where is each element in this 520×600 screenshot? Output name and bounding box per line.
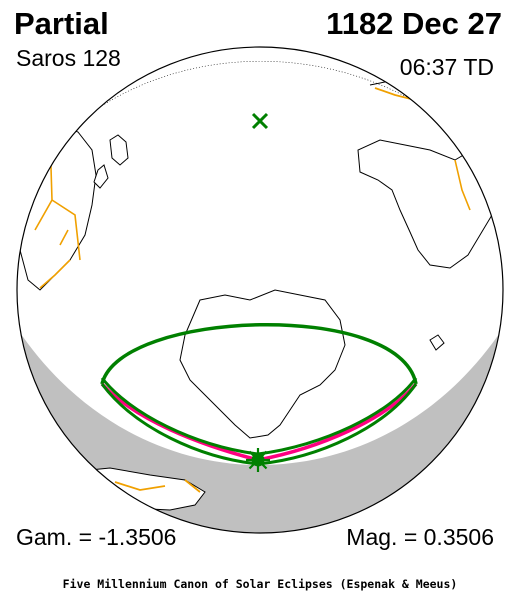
gamma-label: Gam. = -1.3506 [16, 524, 177, 550]
time-label: 06:37 TD [399, 54, 494, 80]
eclipse-max-curve-east [257, 382, 418, 462]
eclipse-date-title: 1182 Dec 27 [326, 6, 502, 41]
x-marker-icon [251, 112, 269, 130]
borders-africa [114, 479, 201, 493]
island-south-shetland [429, 334, 445, 351]
eclipse-type-title: Partial [14, 6, 109, 41]
sun-star-icon [246, 448, 270, 472]
landmass-new-zealand [109, 134, 129, 166]
magnitude-label: Mag. = 0.3506 [346, 524, 494, 550]
eclipse-outer-west [100, 383, 259, 466]
eclipse-rise-set-east [257, 377, 418, 456]
eclipse-rise-set-west [100, 377, 259, 456]
terminator-dotted-line [74, 61, 451, 126]
saros-label: Saros 128 [16, 45, 121, 71]
credit-caption: Five Millennium Canon of Solar Eclipses … [62, 577, 458, 591]
globe-outline [16, 46, 504, 534]
eclipse-northern-limit [100, 323, 418, 385]
landmass-new-zealand-south [93, 164, 109, 189]
eclipse-outer-east [257, 383, 418, 466]
